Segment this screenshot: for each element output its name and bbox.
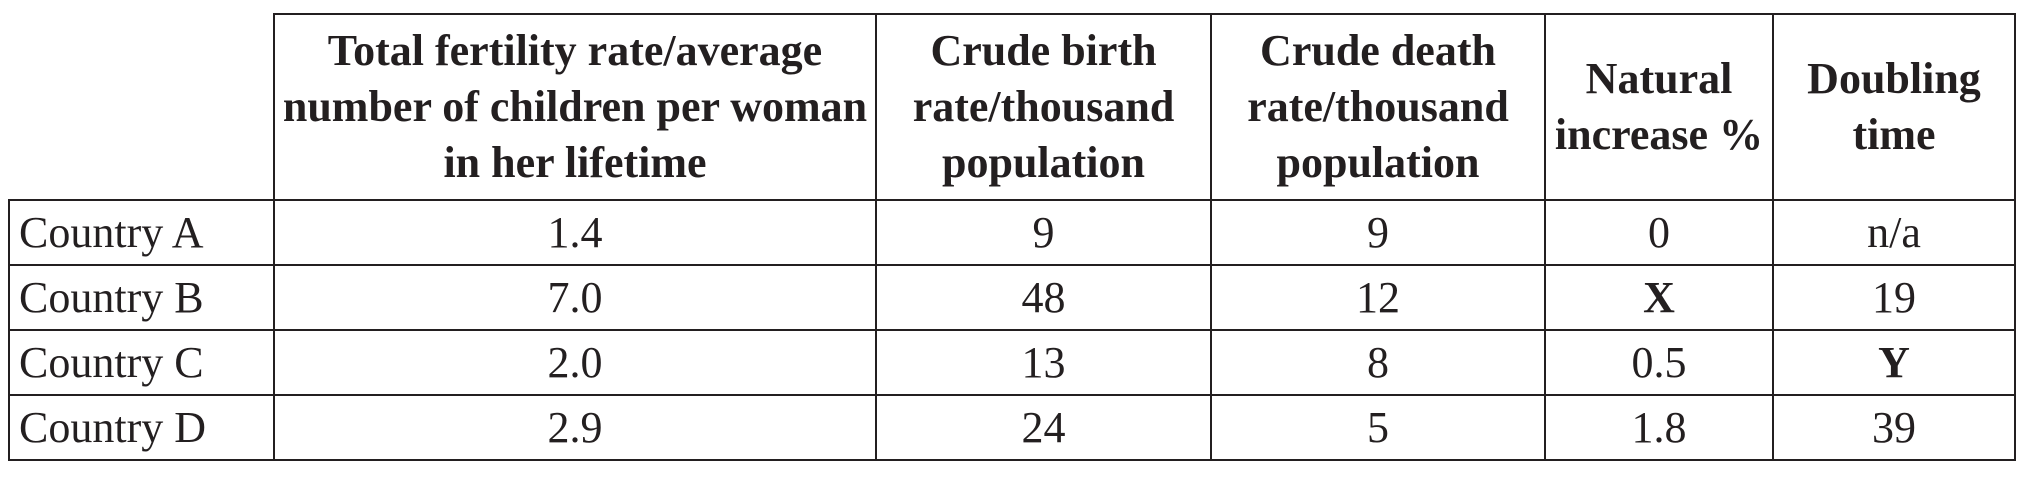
table-row: Country D 2.9 24 5 1.8 39: [8, 394, 2016, 461]
cell-natural-increase: 1.8: [1544, 394, 1774, 461]
header-natural-increase: Natural increase %: [1544, 13, 1774, 201]
cell-fertility-rate: 1.4: [273, 199, 877, 266]
cell-natural-increase-unknown-x: X: [1544, 264, 1774, 331]
corner-cell: [9, 14, 275, 201]
cell-doubling-time: 19: [1772, 264, 2016, 331]
cell-fertility-rate: 2.9: [273, 394, 877, 461]
cell-doubling-time: n/a: [1772, 199, 2016, 266]
header-doubling-time: Doubling time: [1772, 13, 2016, 201]
header-crude-death-rate: Crude death rate/thousand population: [1210, 13, 1546, 201]
cell-death-rate: 8: [1210, 329, 1546, 396]
cell-fertility-rate: 7.0: [273, 264, 877, 331]
header-total-fertility-rate: Total fertility rate/average number of c…: [273, 13, 877, 201]
row-label-country-a: Country A: [8, 199, 275, 266]
cell-birth-rate: 48: [875, 264, 1212, 331]
cell-fertility-rate: 2.0: [273, 329, 877, 396]
cell-birth-rate: 9: [875, 199, 1212, 266]
table-row: Country C 2.0 13 8 0.5 Y: [8, 329, 2016, 396]
header-crude-birth-rate: Crude birth rate/thousand population: [875, 13, 1212, 201]
cell-death-rate: 9: [1210, 199, 1546, 266]
table-row: Country B 7.0 48 12 X 19: [8, 264, 2016, 331]
row-label-country-d: Country D: [8, 394, 275, 461]
table-header-row: Total fertility rate/average number of c…: [9, 13, 2016, 201]
cell-doubling-time: 39: [1772, 394, 2016, 461]
cell-natural-increase: 0.5: [1544, 329, 1774, 396]
cell-doubling-time-unknown-y: Y: [1772, 329, 2016, 396]
row-label-country-c: Country C: [8, 329, 275, 396]
cell-death-rate: 5: [1210, 394, 1546, 461]
cell-death-rate: 12: [1210, 264, 1546, 331]
cell-birth-rate: 24: [875, 394, 1212, 461]
cell-birth-rate: 13: [875, 329, 1212, 396]
fertility-data-table: Total fertility rate/average number of c…: [8, 13, 2016, 461]
row-label-country-b: Country B: [8, 264, 275, 331]
table-row: Country A 1.4 9 9 0 n/a: [8, 199, 2016, 266]
cell-natural-increase: 0: [1544, 199, 1774, 266]
